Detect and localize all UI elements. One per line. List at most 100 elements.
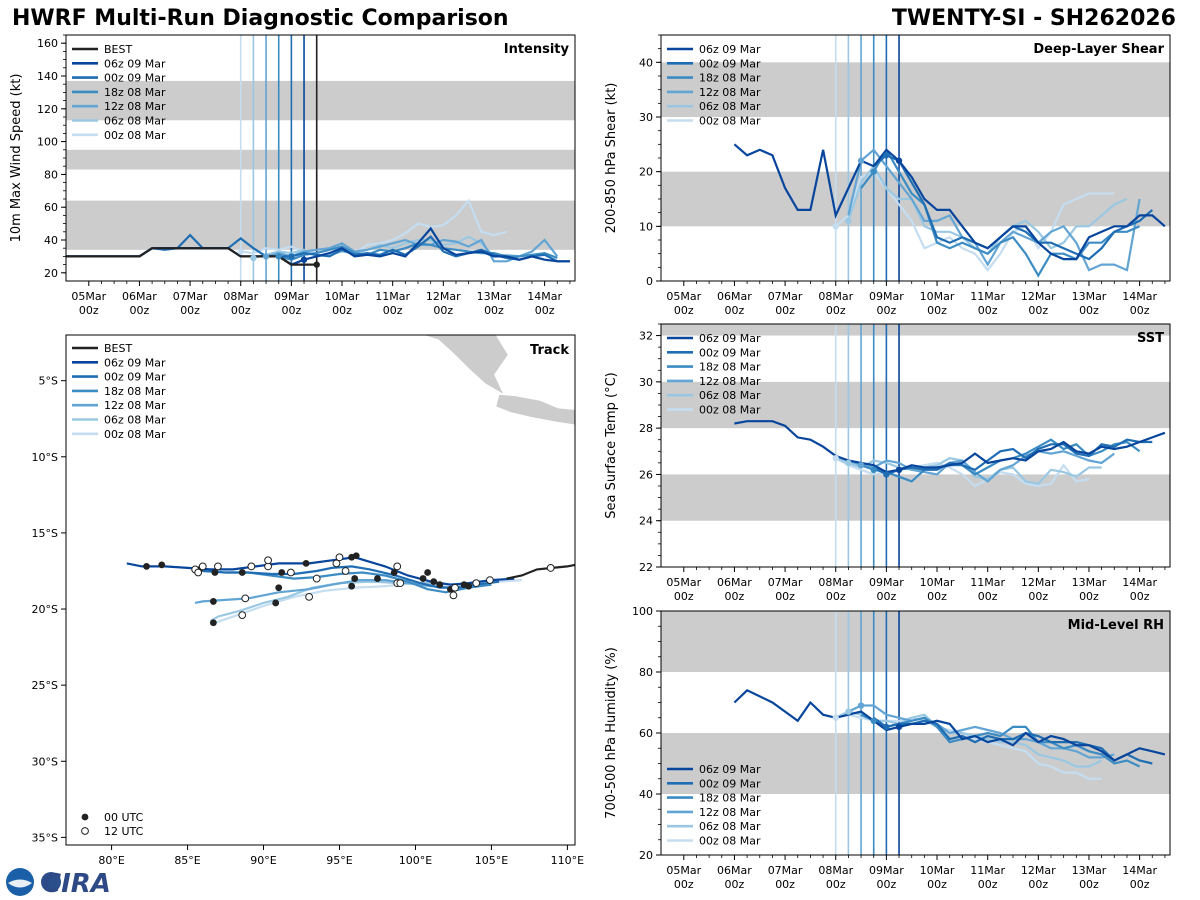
cira-globe-icon <box>41 872 61 892</box>
intensity-xtick-sublabel: 00z <box>231 304 251 317</box>
rh-xtick-sublabel: 00z <box>1028 878 1048 891</box>
intensity-ytick-label: 80 <box>44 168 58 181</box>
track-xtick-label: 110°E <box>551 854 584 867</box>
sst-xtick-sublabel: 00z <box>1028 590 1048 603</box>
rh-xtick-sublabel: 00z <box>775 878 795 891</box>
main-title: HWRF Multi-Run Diagnostic Comparison <box>12 6 509 31</box>
rh-ytick-label: 100 <box>632 605 653 618</box>
intensity-init-point <box>250 254 257 262</box>
track-legend-label: BEST <box>104 342 132 355</box>
rh-xtick-label: 14Mar <box>1122 864 1157 877</box>
track-marker-00utc <box>143 563 150 570</box>
intensity-ytick-label: 160 <box>37 37 58 50</box>
intensity-legend-label: 18z 08 Mar <box>104 86 166 99</box>
track-marker-00utc <box>275 584 283 592</box>
track-ytick-label: 5°S <box>39 375 58 388</box>
sst-shade-band <box>661 474 1170 521</box>
track-marker-00utc <box>436 581 444 589</box>
rh-xtick-label: 10Mar <box>920 864 955 877</box>
track-marker-12utc <box>486 576 494 585</box>
sst-panel: 22242628303205Mar00z06Mar00z07Mar00z08Ma… <box>604 323 1171 603</box>
intensity-init-point <box>262 253 270 260</box>
shear-ytick-label: 20 <box>639 166 653 179</box>
track-xtick-label: 85°E <box>174 854 200 867</box>
rh-init-point <box>895 723 903 731</box>
track-marker-12utc <box>332 559 341 568</box>
intensity-legend-label: 00z 08 Mar <box>104 129 166 142</box>
track-xtick-label: 90°E <box>250 854 276 867</box>
sst-xtick-label: 13Mar <box>1072 576 1107 589</box>
intensity-series-line <box>240 198 507 255</box>
track-marker-00utc <box>238 569 246 576</box>
track-marker-00utc <box>374 575 381 582</box>
intensity-series-line <box>66 247 317 266</box>
rh-xtick-sublabel: 00z <box>876 878 896 891</box>
sst-xtick-label: 12Mar <box>1021 576 1056 589</box>
sst-legend-label: 12z 08 Mar <box>699 375 761 388</box>
rh-xtick-sublabel: 00z <box>978 878 998 891</box>
sst-xtick-sublabel: 00z <box>1130 590 1150 603</box>
rh-init-point <box>870 717 877 724</box>
intensity-init-point <box>237 248 244 255</box>
shear-ylabel: 200-850 hPa Shear (kt) <box>604 83 619 234</box>
intensity-xtick-sublabel: 00z <box>433 304 453 317</box>
track-land <box>423 335 509 396</box>
sst-ytick-label: 28 <box>639 422 653 435</box>
track-ytick-label: 20°S <box>32 603 58 616</box>
track-panel: 80°E 85°E 90°E 95°E 100°E 105°E 110°E 5°S 10°S 15… <box>32 334 584 867</box>
track-legend-12utc-marker <box>81 827 89 835</box>
sst-xtick-sublabel: 00z <box>1079 590 1099 603</box>
shear-shade-band <box>661 171 1170 227</box>
rh-ytick-label: 60 <box>639 727 653 740</box>
sst-ytick-label: 26 <box>639 468 653 481</box>
intensity-xtick-label: 13Mar <box>477 290 512 303</box>
track-ytick-label: 15°S <box>32 527 58 540</box>
intensity-xtick-sublabel: 00z <box>535 304 555 317</box>
rh-xtick-label: 06Mar <box>717 864 752 877</box>
intensity-init-point <box>313 261 320 268</box>
track-marker-12utc <box>396 579 405 588</box>
sst-init-point <box>870 466 877 473</box>
intensity-shade-band <box>66 200 575 250</box>
sst-series-line <box>835 457 1090 488</box>
intensity-legend-label: 06z 09 Mar <box>104 57 166 70</box>
rh-init-point <box>883 723 890 731</box>
intensity-ytick-label: 140 <box>37 70 58 83</box>
track-marker-12utc <box>238 611 247 620</box>
sst-ylabel: Sea Surface Temp (°C) <box>604 372 619 519</box>
track-marker-00utc <box>465 582 473 590</box>
intensity-xtick-label: 06Mar <box>122 290 157 303</box>
track-marker-12utc <box>198 562 207 571</box>
shear-init-point <box>845 217 852 225</box>
shear-panel-title: Deep-Layer Shear <box>1033 42 1164 57</box>
track-marker-12utc <box>247 562 256 571</box>
shear-init-point <box>832 223 839 230</box>
track-marker-00utc <box>352 552 360 560</box>
shear-xtick-sublabel: 00z <box>927 304 947 317</box>
shear-xtick-label: 07Mar <box>768 290 803 303</box>
shear-shade-band <box>661 62 1170 117</box>
intensity-xtick-sublabel: 00z <box>484 304 504 317</box>
shear-xtick-sublabel: 00z <box>1130 304 1150 317</box>
rh-legend-label: 18z 08 Mar <box>699 792 761 805</box>
sst-xtick-label: 07Mar <box>768 576 803 589</box>
track-marker-00utc <box>158 561 166 569</box>
shear-init-point <box>895 157 903 164</box>
track-land <box>495 394 575 426</box>
sst-init-point <box>857 461 865 469</box>
rh-xtick-sublabel: 00z <box>826 878 846 891</box>
rh-init-point <box>857 702 865 709</box>
intensity-xtick-sublabel: 00z <box>180 304 200 317</box>
sst-ytick-label: 24 <box>639 515 653 528</box>
intensity-xtick-label: 08Mar <box>223 290 258 303</box>
shear-xtick-label: 06Mar <box>717 290 752 303</box>
rh-xtick-sublabel: 00z <box>1130 878 1150 891</box>
track-marker-12utc <box>546 564 555 572</box>
rh-shade-band <box>661 611 1170 672</box>
track-marker-00utc <box>302 559 310 567</box>
shear-xtick-sublabel: 00z <box>674 304 694 317</box>
track-marker-12utc <box>305 592 314 601</box>
rh-xtick-label: 05Mar <box>666 864 701 877</box>
shear-legend-label: 06z 08 Mar <box>699 100 761 113</box>
